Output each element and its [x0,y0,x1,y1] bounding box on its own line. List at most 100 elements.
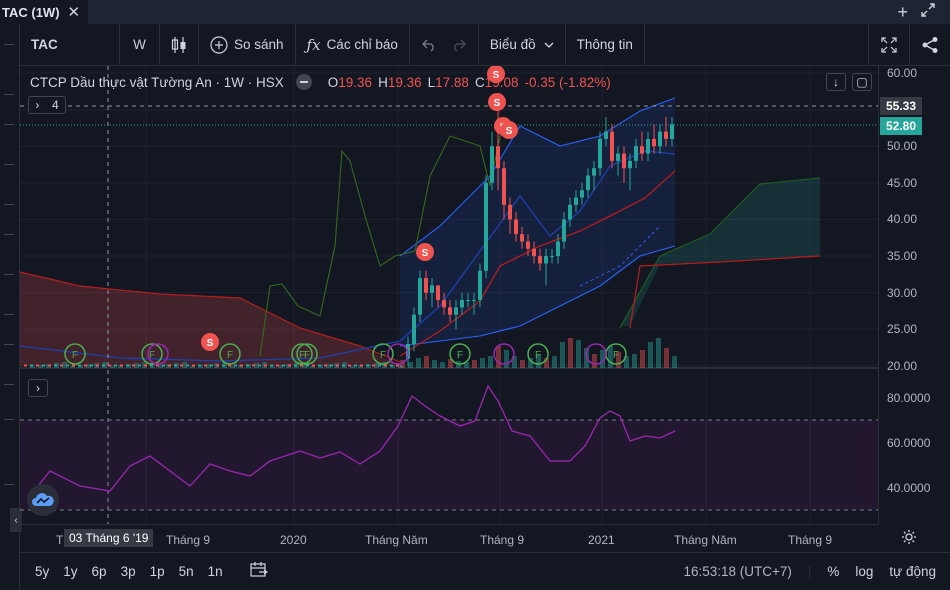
high-key: H [378,74,388,90]
volume-bar [448,359,453,368]
sell-marker [500,121,518,139]
candle-body [628,160,632,169]
volume-bar [390,366,395,368]
time-tick-label: Tháng Năm [365,533,428,547]
volume-bar [110,366,115,368]
dividend-marker [147,343,169,365]
undo-icon[interactable] [421,38,437,52]
expand-icon[interactable] [920,2,936,23]
chevron-right-icon: › [35,98,40,112]
candle-body [36,364,39,367]
volume-bar [552,356,557,368]
tool-mark[interactable] [4,44,14,45]
fundamental-marker [372,343,394,365]
tool-mark[interactable] [4,204,14,205]
bottom-toolbar: 5y 1y 6p 3p 1p 5n 1n 16:53:18 (UTC+7) | % log … [20,552,950,590]
tool-mark[interactable] [4,124,14,125]
time-axis[interactable]: Th Tháng 9 2020 Tháng Năm Tháng 9 2021 Tháng N… [20,524,878,552]
percent-scale-button[interactable]: % [827,564,840,579]
clock-label[interactable]: 16:53:18 (UTC+7) [683,564,792,579]
auto-scale-button[interactable]: tự động [889,564,936,579]
candle-body [568,204,572,220]
sell-marker-label: S [494,98,501,109]
candle-body [502,168,506,205]
compare-button[interactable]: So sánh [199,23,296,66]
candle-body [174,364,177,367]
tool-mark[interactable] [4,274,14,275]
candle-body [544,256,548,264]
sell-marker [487,65,505,83]
indicators-button[interactable]: ƒx Các chỉ báo [296,23,410,66]
tool-mark[interactable] [4,314,14,315]
tool-mark[interactable] [4,384,14,385]
share-button[interactable] [909,23,950,66]
price-tick-label: 50.00 [887,139,918,154]
tool-mark[interactable] [4,164,14,165]
candle-body [592,168,596,176]
visibility-toggle-icon[interactable] [295,74,312,90]
date-range-icon[interactable] [250,562,268,581]
tool-mark[interactable] [4,344,14,345]
close-icon[interactable]: ✕ [67,4,81,21]
interval-label: W [133,37,146,52]
range-button-6p[interactable]: 6p [91,564,107,579]
candle-body [622,153,626,169]
candle-body [538,256,542,264]
compare-label: So sánh [234,37,284,52]
interval-button[interactable]: W [120,23,160,66]
chart-layout-button[interactable]: Biểu đồ [479,23,566,66]
add-tab-icon[interactable]: + [897,1,908,22]
candle-body [162,364,165,367]
fundamental-marker [296,343,318,365]
indicators-collapse-button[interactable]: › 4 [28,96,66,114]
oscillator-band [20,420,878,510]
price-axis[interactable]: 60.0055.0050.0045.0040.0035.0030.0025.00… [878,66,950,544]
range-button-5y[interactable]: 5y [35,564,50,579]
volume-bar [408,362,413,368]
tool-mark[interactable] [4,94,14,95]
candle-body [640,146,644,154]
chart-pane[interactable]: SSSSSSFFFFFFFFF [19,65,878,524]
gear-icon[interactable] [901,529,917,548]
tool-mark[interactable] [4,234,14,235]
candle-body [658,131,662,147]
maximize-pane-icon[interactable]: ▢ [852,73,872,91]
tool-mark[interactable] [4,484,14,485]
candle-body [264,364,267,367]
chart-tab[interactable]: TAC (1W) ✕ [0,0,89,24]
high-value: 19.36 [387,74,422,90]
range-button-1p[interactable]: 1p [149,564,165,579]
tool-mark[interactable] [4,419,14,420]
volume-bar [206,364,211,368]
candle-body [454,307,458,315]
info-button[interactable]: Thông tin [566,23,645,66]
candle-body [132,364,135,367]
candle-body [430,285,434,293]
cloud-logo-icon[interactable] [27,484,59,516]
volume-bar [278,365,283,368]
oscillator-collapse-button[interactable]: › [28,379,48,397]
volume-bar [350,366,355,368]
collapse-toolbar-icon[interactable]: ‹ [10,508,22,532]
high-price-tag: 55.33 [880,97,922,115]
symbol-search-button[interactable]: TAC [20,23,120,66]
candle-body [604,131,608,139]
chart-style-button[interactable] [160,23,199,66]
fundamental-marker [141,343,163,365]
fullscreen-button[interactable] [868,23,909,66]
candle-body [180,364,183,367]
range-button-1n[interactable]: 1n [207,564,223,579]
price-chart[interactable]: SSSSSSFFFFFFFFF [19,65,878,524]
redo-icon[interactable] [451,38,467,52]
candle-body [384,364,387,367]
scroll-down-icon[interactable]: ↓ [826,73,846,91]
candle-body [270,364,273,367]
time-tick-label: Tháng 9 [166,533,211,547]
range-button-3p[interactable]: 3p [120,564,136,579]
volume-bar [648,342,653,368]
range-button-1y[interactable]: 1y [63,564,78,579]
log-scale-button[interactable]: log [855,564,874,579]
candle-body [150,364,153,367]
candle-body [312,364,315,367]
range-button-5n[interactable]: 5n [178,564,194,579]
